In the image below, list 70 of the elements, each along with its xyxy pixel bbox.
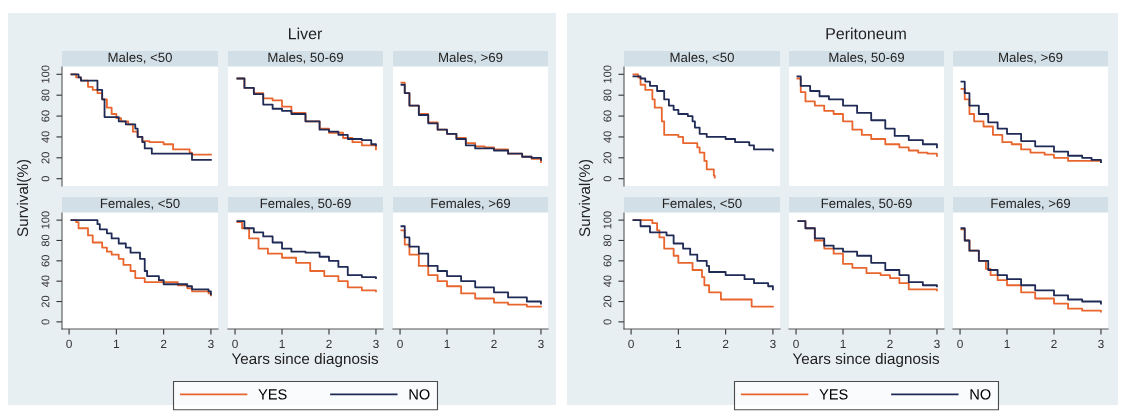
y-tick-label: 20 <box>41 295 50 308</box>
x-tick-label: 1 <box>840 339 846 348</box>
chart-title: Males, <50 <box>108 52 172 64</box>
chart-title: Females, >69 <box>991 198 1071 210</box>
x-tick-label: 0 <box>628 339 634 349</box>
y-tick-label: 0 <box>603 319 612 325</box>
x-tick-label: 2 <box>491 339 497 348</box>
x-tick-label: 3 <box>208 339 214 349</box>
y-tick-label: 20 <box>603 295 612 308</box>
y-tick-label: 0 <box>41 176 50 182</box>
y-tick-label: 80 <box>603 234 612 247</box>
x-tick-label: 0 <box>66 339 72 349</box>
chart-title: Females, 50-69 <box>821 198 912 210</box>
chart-title: Males, 50-69 <box>268 52 344 64</box>
x-tick-label: 1 <box>279 339 285 348</box>
y-tick-label: 40 <box>41 275 50 288</box>
x-tick-label: 0 <box>957 339 963 349</box>
y-tick-label: 60 <box>603 110 612 122</box>
x-axis-title: Years since diagnosis <box>792 352 940 368</box>
legend-label: YES <box>258 389 287 400</box>
legend-label: YES <box>819 389 848 400</box>
legend-label: NO <box>970 389 991 400</box>
chart-title: Males, 50-69 <box>829 52 905 64</box>
chart-title: Males, >69 <box>439 52 503 64</box>
legend-label: NO <box>409 389 430 400</box>
text: Peritoneum <box>826 27 906 40</box>
x-tick-label: 3 <box>934 339 940 349</box>
x-tick-label: 2 <box>887 339 893 348</box>
y-axis-title: Survival(%) <box>578 159 594 237</box>
x-tick-label: 0 <box>793 339 799 349</box>
x-tick-label: 0 <box>397 339 403 349</box>
x-tick-label: 1 <box>1004 339 1010 348</box>
y-tick-label: 60 <box>603 255 612 267</box>
x-tick-label: 3 <box>373 339 379 349</box>
y-tick-label: 0 <box>603 176 612 182</box>
y-tick-label: 80 <box>41 234 50 247</box>
x-tick-label: 2 <box>1051 339 1057 348</box>
chart-title: Females, >69 <box>431 198 511 210</box>
y-tick-label: 40 <box>41 131 50 143</box>
y-tick-label: 100 <box>603 211 612 229</box>
y-tick-label: 80 <box>603 89 612 101</box>
x-tick-label: 1 <box>675 339 682 348</box>
y-tick-label: 0 <box>41 319 50 325</box>
x-tick-label: 3 <box>770 339 776 349</box>
x-tick-label: 2 <box>326 339 332 348</box>
y-tick-label: 100 <box>41 65 50 83</box>
chart-title: Females, 50-69 <box>260 198 351 210</box>
chart-title: Males, <50 <box>670 52 734 64</box>
y-tick-label: 60 <box>41 110 50 122</box>
y-tick-label: 100 <box>41 211 50 229</box>
y-tick-label: 20 <box>603 152 612 164</box>
x-tick-label: 3 <box>538 339 544 349</box>
y-tick-label: 40 <box>603 131 612 143</box>
y-tick-label: 80 <box>41 89 50 101</box>
chart-title: Females, <50 <box>662 198 742 210</box>
y-tick-label: 60 <box>41 255 50 267</box>
text: Liver <box>289 27 323 40</box>
y-tick-label: 20 <box>41 152 50 164</box>
x-tick-label: 1 <box>113 339 120 348</box>
x-tick-label: 2 <box>722 339 729 348</box>
x-axis-title: Years since diagnosis <box>231 352 379 368</box>
x-tick-label: 2 <box>160 339 167 348</box>
y-axis-title: Survival(%) <box>16 159 32 237</box>
chart-title: Females, <50 <box>100 198 180 210</box>
x-tick-label: 1 <box>444 339 450 348</box>
y-tick-label: 100 <box>603 65 612 83</box>
x-tick-label: 0 <box>232 339 238 349</box>
chart-title: Males, >69 <box>999 52 1063 64</box>
x-tick-label: 3 <box>1098 339 1104 349</box>
y-tick-label: 40 <box>603 275 612 288</box>
